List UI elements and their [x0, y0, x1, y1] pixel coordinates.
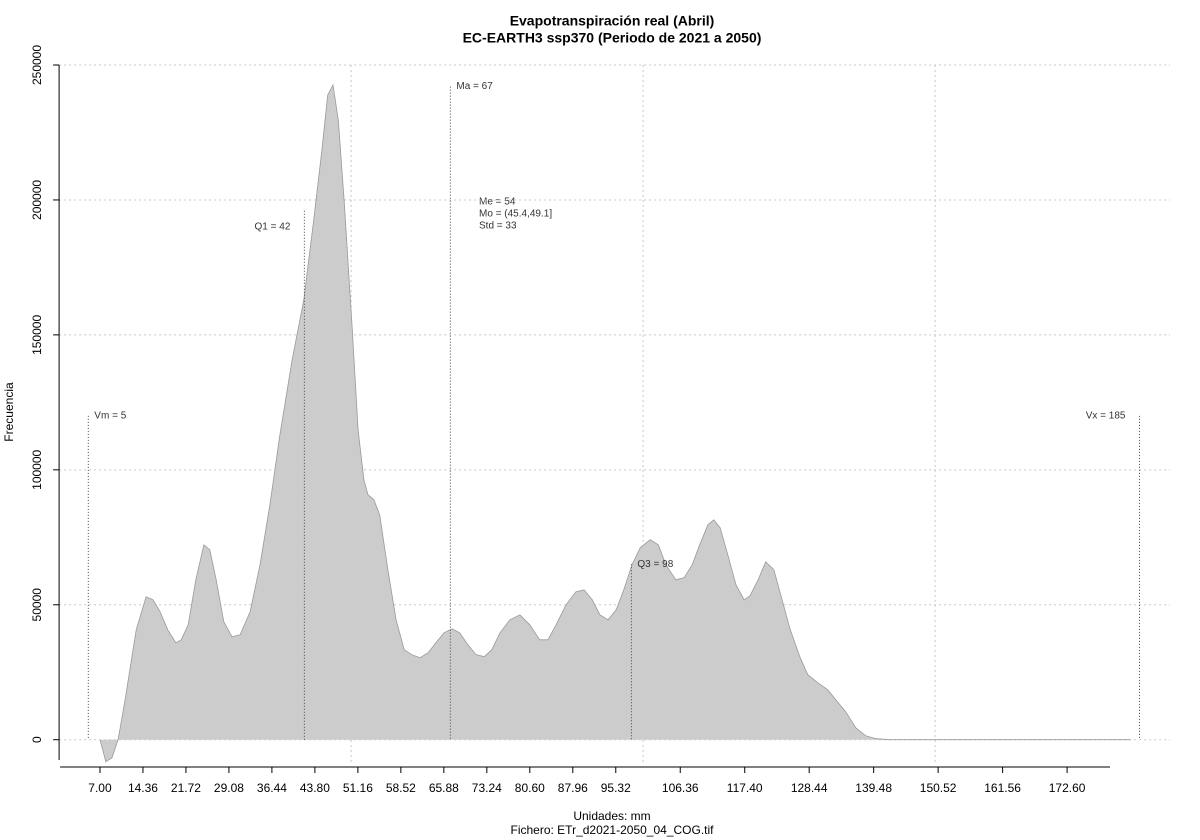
annotation-label: Q3 = 98	[637, 559, 673, 570]
x-tick-label: 14.36	[128, 781, 158, 795]
annotation-label: Q1 = 42	[255, 221, 291, 232]
caption: Fichero: ETr_d2021-2050_04_COG.tif	[511, 823, 715, 837]
x-tick-label: 150.52	[920, 781, 957, 795]
x-tick-label: 58.52	[386, 781, 416, 795]
x-tick-label: 7.00	[88, 781, 112, 795]
x-tick-label: 29.08	[214, 781, 244, 795]
x-tick-label: 65.88	[429, 781, 459, 795]
x-tick-label: 87.96	[558, 781, 588, 795]
x-tick-label: 128.44	[791, 781, 828, 795]
stat-label: Std = 33	[479, 221, 517, 232]
y-tick-label: 0	[30, 736, 44, 743]
annotation-label: Vm = 5	[94, 410, 126, 421]
area	[100, 85, 1131, 762]
x-axis-label: Unidades: mm	[573, 809, 650, 823]
stat-label: Mo = (45.4,49.1]	[479, 209, 552, 220]
chart-title: Evapotranspiración real (Abril)	[510, 13, 715, 29]
y-tick-label: 250000	[30, 45, 44, 85]
annotation-label: Vx = 185	[1086, 410, 1126, 421]
x-tick-label: 21.72	[171, 781, 201, 795]
x-tick-label: 36.44	[257, 781, 287, 795]
x-tick-label: 73.24	[472, 781, 502, 795]
chart-subtitle: EC-EARTH3 ssp370 (Periodo de 2021 a 2050…	[463, 30, 762, 46]
x-tick-label: 172.60	[1049, 781, 1086, 795]
x-tick-label: 51.16	[343, 781, 373, 795]
annotation-label: Ma = 67	[456, 81, 493, 92]
x-tick-label: 139.48	[855, 781, 892, 795]
x-tick-label: 95.32	[601, 781, 631, 795]
y-tick-label: 150000	[30, 315, 44, 355]
y-axis-label: Frecuencia	[2, 382, 16, 442]
y-tick-label: 50000	[30, 588, 44, 622]
x-tick-label: 106.36	[662, 781, 699, 795]
x-tick-label: 80.60	[515, 781, 545, 795]
x-tick-label: 43.80	[300, 781, 330, 795]
stat-label: Me = 54	[479, 197, 516, 208]
x-tick-label: 117.40	[727, 781, 763, 795]
x-tick-label: 161.56	[984, 781, 1021, 795]
y-tick-label: 100000	[30, 449, 44, 489]
y-tick-label: 200000	[30, 180, 44, 220]
area-outline	[99, 83, 1131, 763]
